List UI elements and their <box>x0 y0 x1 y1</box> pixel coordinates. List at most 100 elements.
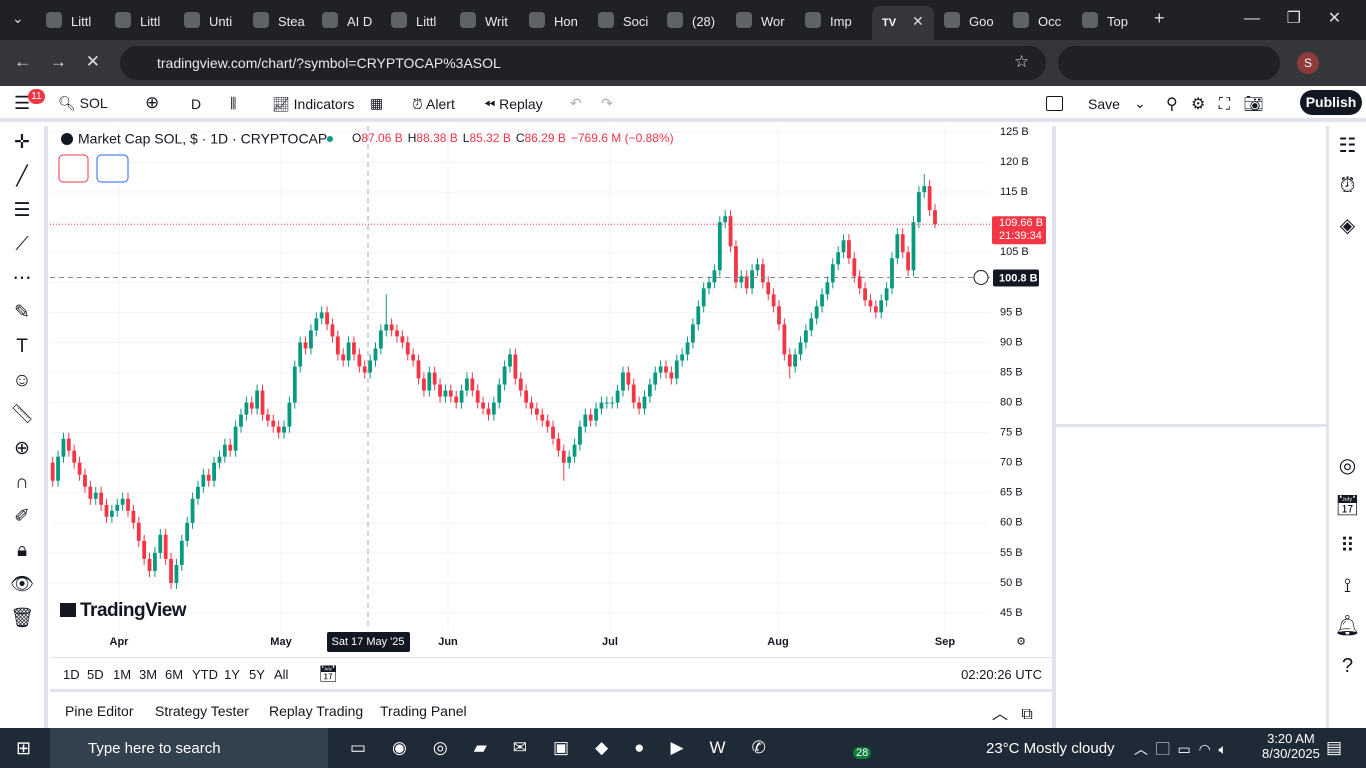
right-sidebar[interactable]: ☷ ⏰︎ ◈ ◎ 📅︎ ⠿ ⟟ 🔔︎? <box>1326 126 1366 728</box>
candle-body <box>513 354 518 379</box>
range-button[interactable]: 1Y <box>224 667 240 682</box>
tab[interactable]: Hon <box>523 6 589 36</box>
x-tick-label: Jun <box>438 636 458 648</box>
y-tick-label: 115 B <box>1000 186 1028 198</box>
candle-body <box>793 354 798 367</box>
candle-body <box>583 414 588 427</box>
new-tab[interactable]: + <box>1154 8 1165 28</box>
tab[interactable]: Soci <box>592 6 658 36</box>
candle-body <box>604 402 609 404</box>
replay[interactable]: ⏪︎ Replay <box>484 96 543 112</box>
candle-body <box>594 408 598 421</box>
url-field[interactable]: tradingview.com/chart/?symbol=CRYPTOCAP%… <box>120 46 1046 80</box>
tab[interactable]: Littl <box>40 6 106 36</box>
tab-list-button[interactable]: ⌄ <box>12 10 24 26</box>
panel-tab[interactable]: Pine Editor <box>65 703 134 719</box>
bookmark-star[interactable]: ☆ <box>1014 52 1030 71</box>
candle-body <box>422 378 426 391</box>
save-menu[interactable]: ⌄ <box>1134 95 1146 111</box>
tab-title: Top <box>1107 14 1128 29</box>
range-button[interactable]: YTD <box>192 667 218 682</box>
search-box[interactable]: Type here to search <box>50 728 328 768</box>
range-button[interactable]: 6M <box>165 667 184 682</box>
tab[interactable]: (28) <box>661 6 727 36</box>
tab[interactable]: Wor <box>730 6 796 36</box>
nav-buttons[interactable]: ← → ✕ <box>14 52 101 71</box>
status-dot <box>327 136 333 142</box>
candle-body <box>836 252 841 265</box>
range-button[interactable]: 1M <box>113 667 132 682</box>
tab-title: Hon <box>554 14 578 29</box>
tab[interactable]: AI D <box>316 6 382 36</box>
range-button[interactable]: All <box>274 667 289 682</box>
candle-body <box>265 414 270 421</box>
candle-body <box>927 186 932 211</box>
templates[interactable]: ▦ <box>370 95 384 111</box>
layout[interactable] <box>1046 96 1063 111</box>
panel-tab[interactable]: Trading Panel <box>380 703 467 719</box>
candle-body <box>900 234 905 253</box>
tab-icon <box>944 12 960 28</box>
candle-body <box>190 498 195 523</box>
save[interactable]: Save <box>1088 96 1120 112</box>
weather[interactable]: 23°C Mostly cloudy <box>986 740 1115 757</box>
panel-controls[interactable]: ︿ ⧉ <box>992 706 1033 723</box>
alert[interactable]: ⏰︎ Alert <box>412 96 455 112</box>
panel-tab[interactable]: Replay Trading <box>269 703 364 719</box>
tab-close[interactable]: ✕ <box>912 13 924 29</box>
range-button[interactable]: 5D <box>87 667 104 682</box>
tab[interactable]: Occ <box>1007 6 1073 36</box>
candle-body <box>362 366 367 373</box>
candle-body <box>755 264 760 271</box>
pinned-apps[interactable]: ▭◉◎▰✉▣◆●▶W✆ <box>350 738 792 757</box>
divider <box>1056 424 1326 427</box>
range-button[interactable]: 1D <box>63 667 80 682</box>
range-button[interactable]: 3M <box>139 667 158 682</box>
y-tick-label: 80 B <box>1000 396 1023 408</box>
candle-body <box>201 474 206 487</box>
active-tab[interactable]: TV ✕ <box>872 6 934 40</box>
candle-body <box>798 342 803 355</box>
tab[interactable]: Imp <box>799 6 865 36</box>
publish[interactable]: Publish <box>1300 90 1362 115</box>
tab[interactable]: Writ <box>454 6 520 36</box>
panel-tab[interactable]: Strategy Tester <box>155 703 249 719</box>
candle-body <box>669 372 674 379</box>
date-range[interactable]: 📅︎ <box>318 666 339 683</box>
menu[interactable]: ☰ <box>14 93 31 113</box>
start[interactable]: ⊞ <box>16 738 32 758</box>
compare[interactable]: ⊕ <box>145 93 160 112</box>
candle-body <box>405 342 410 355</box>
extensions <box>1058 46 1280 80</box>
tab[interactable]: Littl <box>109 6 175 36</box>
candle-body <box>292 366 297 403</box>
price-box <box>992 216 1046 245</box>
window-controls[interactable]: — ❐ ✕ <box>1244 10 1342 27</box>
toolbar-icons[interactable]: ⚲ ⚙ ⛶ 📷︎ <box>1166 96 1264 113</box>
candle-body <box>782 324 787 355</box>
tab[interactable]: Littl <box>385 6 451 36</box>
symbol-search[interactable]: 🔍︎ SOL <box>58 95 108 111</box>
chart-title: Market Cap SOL, $ · 1D · CRYPTOCAP <box>78 131 327 147</box>
chart-type[interactable]: ⫼ <box>230 95 237 111</box>
undo-redo[interactable]: ↶ ↷ <box>570 95 613 111</box>
tab[interactable]: Top <box>1076 6 1142 36</box>
tab[interactable]: Goo <box>938 6 1004 36</box>
candle-body <box>255 390 260 409</box>
candle-body <box>163 534 168 559</box>
interval[interactable]: D <box>191 96 202 112</box>
replay-label: Replay <box>499 96 543 112</box>
candle-body <box>691 324 695 343</box>
candle-body <box>739 276 744 283</box>
notifications[interactable]: ▤ <box>1326 738 1343 757</box>
tab[interactable]: Unti <box>178 6 244 36</box>
avatar[interactable]: S <box>1297 52 1319 74</box>
candle-body <box>287 402 292 427</box>
drawing-tools[interactable]: ✛ ╱ ☰ ⟋ ⋯ ✎ T ☺ 📏︎ ⊕ ∩ ✐ 🔒︎ 👁︎ 🗑︎ <box>0 126 48 728</box>
range-button[interactable]: 5Y <box>249 667 265 682</box>
candle-body <box>572 444 577 457</box>
candle-body <box>631 384 636 403</box>
tray[interactable]: ︿ ▢ ▭ ◠ 🔈︎ <box>1134 741 1227 757</box>
tab[interactable]: Stea <box>247 6 313 36</box>
indicators[interactable]: 📈︎ Indicators <box>272 96 355 112</box>
